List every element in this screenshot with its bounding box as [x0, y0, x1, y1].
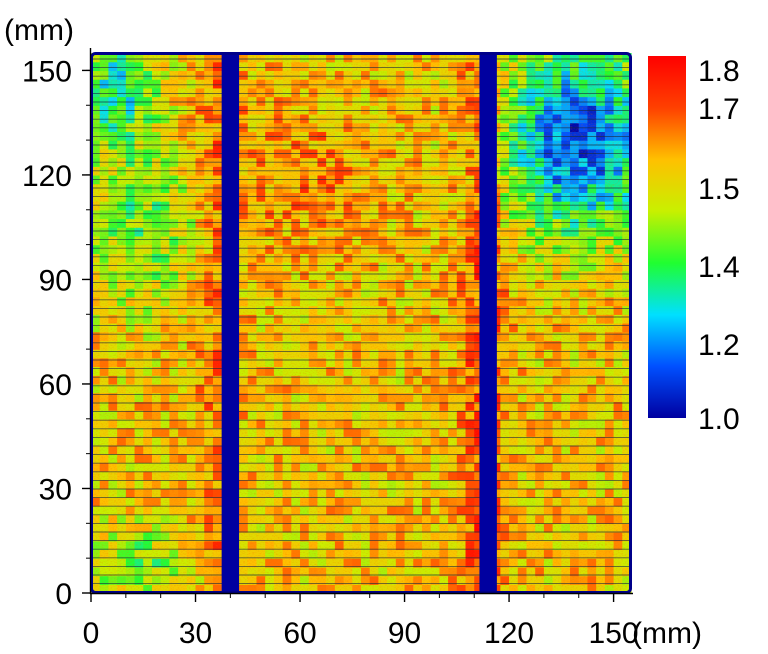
x-tick-label: 0 — [83, 617, 100, 650]
colorbar-tick-label: 1.8 — [698, 55, 740, 88]
busbar-1 — [221, 53, 240, 593]
colorbar-tick-label: 1.7 — [698, 93, 740, 126]
cell-outline — [90, 52, 632, 594]
y-tick-label: 120 — [22, 160, 72, 193]
colorbar: 1.8 1.7 1.5 1.4 1.2 1.0 — [648, 55, 740, 436]
y-tick-label: 0 — [55, 578, 72, 611]
finger-lines — [93, 58, 629, 585]
y-tick-label: 60 — [39, 369, 72, 402]
texture-overlay — [91, 53, 631, 593]
x-tick-label: 30 — [179, 617, 212, 650]
x-tick-label: 120 — [484, 617, 534, 650]
y-axis-unit-label: (mm) — [4, 14, 74, 47]
colorbar-tick-label: 1.2 — [698, 329, 740, 362]
x-axis-unit-label: (mm) — [632, 617, 702, 650]
colorbar-tick-label: 1.0 — [698, 403, 740, 436]
busbar-2 — [479, 53, 497, 593]
colorbar-gradient — [648, 56, 686, 418]
y-tick-label: 150 — [22, 55, 72, 88]
y-tick-label: 90 — [39, 264, 72, 297]
x-tick-label: 60 — [283, 617, 316, 650]
plot-area — [90, 52, 632, 594]
x-tick-label: 90 — [388, 617, 421, 650]
colorbar-tick-label: 1.5 — [698, 173, 740, 206]
y-tick-label: 30 — [39, 473, 72, 506]
colorbar-tick-label: 1.4 — [698, 251, 740, 284]
x-tick-label: 150 — [589, 617, 639, 650]
axes: 0 30 60 90 120 150 0 30 60 90 120 150 — [22, 48, 639, 650]
